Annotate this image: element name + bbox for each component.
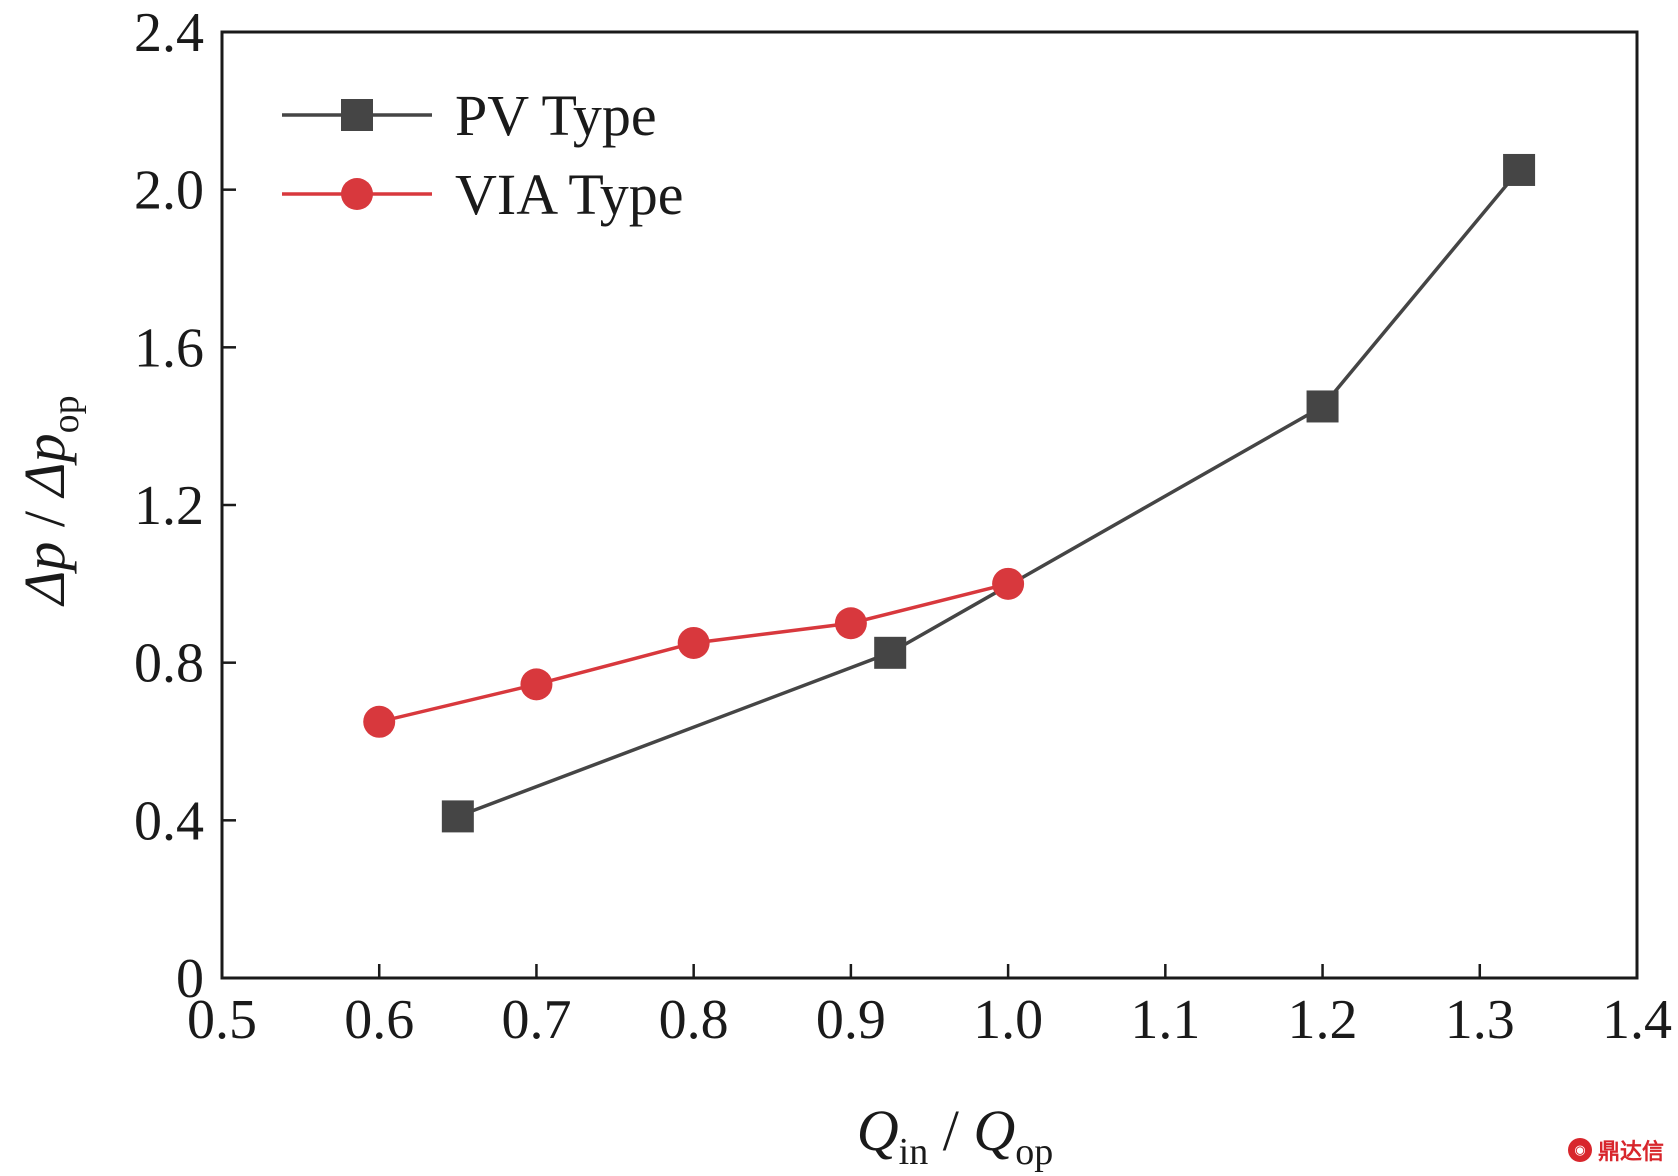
data-point bbox=[363, 705, 396, 738]
y-title-main2: Δp bbox=[12, 433, 77, 498]
x-title-main: Q bbox=[857, 1098, 899, 1163]
y-tick-label: 1.6 bbox=[134, 317, 204, 379]
legend-item: VIA Type bbox=[282, 162, 683, 227]
x-tick-label: 1.2 bbox=[1288, 989, 1358, 1051]
data-point bbox=[441, 800, 474, 833]
x-tick-label: 1.3 bbox=[1445, 989, 1515, 1051]
series-layer bbox=[363, 153, 1536, 833]
series-pv-type bbox=[441, 153, 1536, 833]
y-tick-label: 0.4 bbox=[134, 790, 204, 852]
series-via-type bbox=[363, 567, 1025, 738]
y-title-sub2: op bbox=[45, 395, 87, 433]
x-tick-label: 1.4 bbox=[1602, 989, 1672, 1051]
y-tick-label: 1.2 bbox=[134, 475, 204, 537]
watermark: ◉ 鼎达信 bbox=[1567, 1134, 1664, 1166]
x-tick-label: 1.1 bbox=[1130, 989, 1200, 1051]
x-title-main2: Q bbox=[973, 1098, 1015, 1163]
data-point bbox=[677, 626, 710, 659]
x-tick-label: 0.5 bbox=[187, 989, 257, 1051]
x-tick-label: 0.6 bbox=[344, 989, 414, 1051]
y-title-main: Δp bbox=[12, 542, 77, 607]
watermark-text: 鼎达信 bbox=[1597, 1140, 1664, 1165]
x-tick-label: 1.0 bbox=[973, 989, 1043, 1051]
x-title-sub2: op bbox=[1015, 1131, 1053, 1173]
x-tick-label: 0.7 bbox=[501, 989, 571, 1051]
data-point bbox=[874, 636, 907, 669]
legend-item: PV Type bbox=[282, 83, 657, 148]
series-line bbox=[457, 168, 1521, 819]
y-title-sep: / bbox=[12, 496, 77, 541]
y-tick-label: 0.8 bbox=[134, 633, 204, 695]
plot-frame bbox=[220, 30, 1639, 980]
legend-marker bbox=[341, 99, 373, 131]
legend-label: PV Type bbox=[455, 83, 657, 148]
legend-marker bbox=[341, 178, 373, 210]
data-point bbox=[834, 607, 867, 640]
x-title-sub: in bbox=[899, 1131, 929, 1173]
x-axis-ticks: 0.5 0.6 0.7 0.8 0.9 1.0 1.1 1.2 1.3 1.4 bbox=[187, 964, 1672, 1051]
data-point bbox=[1306, 390, 1339, 423]
legend: PV Type VIA Type bbox=[282, 83, 683, 227]
x-tick-label: 0.9 bbox=[816, 989, 886, 1051]
x-axis-title: Qin / Qop bbox=[857, 1098, 1053, 1173]
x-tick-label: 0.8 bbox=[659, 989, 729, 1051]
y-tick-label: 2.4 bbox=[134, 2, 204, 64]
data-point bbox=[520, 668, 553, 701]
y-axis-ticks: 0 0.4 0.8 1.2 1.6 2.0 2.4 bbox=[134, 2, 236, 1010]
data-point bbox=[992, 567, 1025, 600]
data-point bbox=[1503, 153, 1536, 186]
y-tick-label: 0 bbox=[176, 948, 204, 1010]
x-title-sep: / bbox=[928, 1098, 973, 1163]
y-axis-title: Δp / Δpop bbox=[12, 395, 87, 606]
y-tick-label: 2.0 bbox=[134, 160, 204, 222]
watermark-logo-icon: ◉ bbox=[1567, 1138, 1592, 1162]
legend-label: VIA Type bbox=[455, 162, 683, 227]
